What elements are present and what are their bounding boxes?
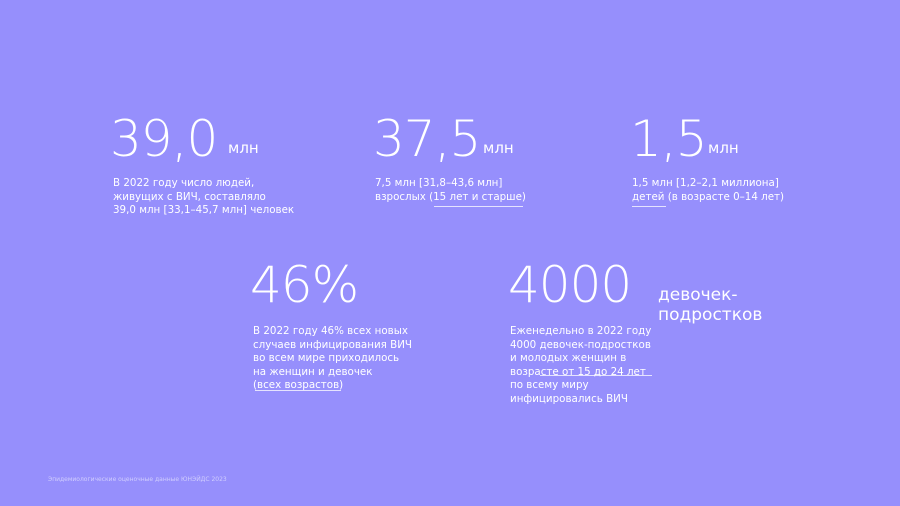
- stat-value: 1,5: [630, 110, 708, 168]
- stat-description: 7,5 млн [31,8–43,6 млн] взрослых (15 лет…: [375, 177, 526, 204]
- desc-line: возрасте от 15 до 24 лет: [510, 365, 646, 378]
- stat-value: 4000: [508, 256, 632, 314]
- divider: [540, 375, 652, 376]
- desc-line: детей (в возрасте 0–14 лет): [632, 190, 785, 203]
- stat-value: 37,5: [373, 110, 481, 168]
- desc-line: В 2022 году число людей,: [113, 177, 255, 189]
- desc-line: во всем мире приходилось: [253, 352, 400, 365]
- stat-unit: млн: [708, 139, 739, 157]
- stat-unit: девочек- подростков: [658, 285, 763, 325]
- desc-line: (всех возрастов): [253, 379, 344, 392]
- desc-line: 1,5 млн [1,2–2,1 миллиона]: [632, 177, 779, 189]
- desc-line: взрослых (15 лет и старше): [375, 190, 526, 203]
- stat-description: 1,5 млн [1,2–2,1 миллиона] детей (в возр…: [632, 177, 784, 204]
- stat-description: В 2022 году число людей, живущих с ВИЧ, …: [113, 177, 294, 218]
- stat-description: Еженедельно в 2022 году 4000 девочек-под…: [510, 325, 651, 407]
- stat-description: В 2022 году 46% всех новых случаев инфиц…: [253, 325, 412, 393]
- divider: [434, 206, 523, 207]
- divider: [255, 390, 341, 391]
- desc-line: 7,5 млн [31,8–43,6 млн]: [375, 177, 503, 189]
- stat-unit: млн: [483, 139, 514, 157]
- unit-line: девочек-: [658, 285, 738, 305]
- desc-line: и молодых женщин в: [510, 352, 627, 365]
- divider: [632, 206, 666, 207]
- desc-line: 39,0 млн [33,1–45,7 млн] человек: [113, 204, 295, 217]
- stat-unit: млн: [228, 139, 259, 157]
- stat-value: 46%: [250, 256, 359, 314]
- desc-line: 4000 девочек-подростков: [510, 338, 651, 351]
- desc-line: инфицировались ВИЧ: [510, 392, 628, 405]
- stat-value: 39,0: [110, 110, 218, 168]
- source-footnote: Эпидемиологические оценочные данные ЮНЭЙ…: [48, 476, 227, 483]
- desc-line: Еженедельно в 2022 году: [510, 325, 652, 337]
- desc-line: по всему миру: [510, 379, 589, 392]
- unit-line: подростков: [658, 304, 763, 325]
- desc-line: В 2022 году 46% всех новых: [253, 325, 408, 337]
- desc-line: случаев инфицирования ВИЧ: [253, 338, 412, 351]
- desc-line: живущих с ВИЧ, составляло: [113, 190, 266, 203]
- desc-line: на женщин и девочек: [253, 365, 373, 378]
